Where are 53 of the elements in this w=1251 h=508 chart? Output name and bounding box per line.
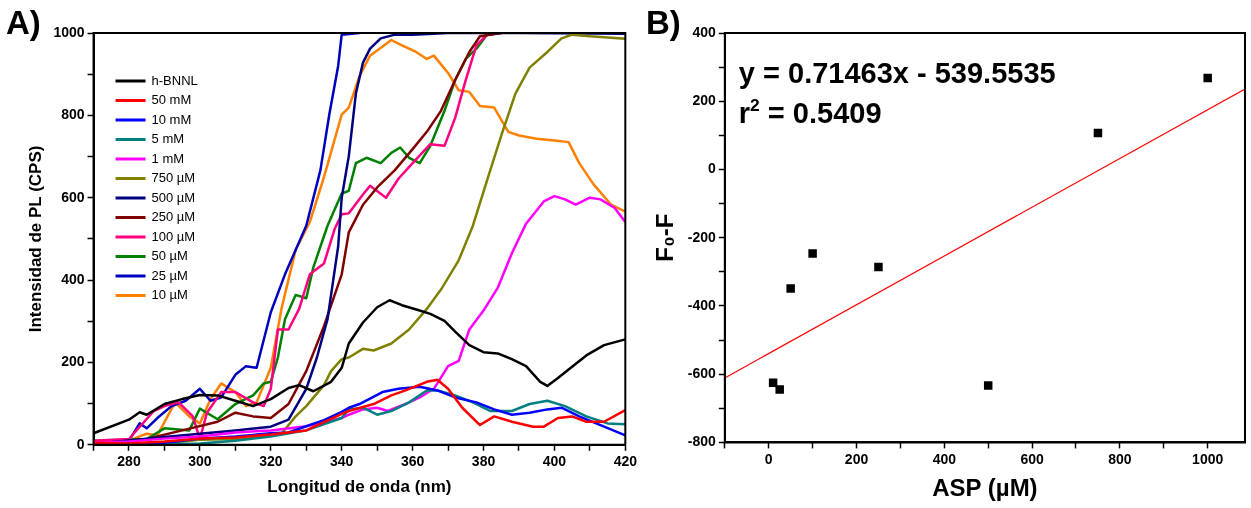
y-tick-label: 400 bbox=[61, 270, 85, 287]
y-tick-label: 0 bbox=[708, 160, 717, 177]
x-tick-label: 320 bbox=[259, 453, 283, 470]
x-axis-title: ASP (µM) bbox=[932, 474, 1038, 502]
chart-title: B) bbox=[646, 4, 681, 42]
y-tick-label: 600 bbox=[61, 188, 85, 205]
point bbox=[808, 249, 817, 258]
legend-label: 50 µM bbox=[151, 248, 188, 264]
x-tick-label: 380 bbox=[471, 453, 496, 470]
point bbox=[1203, 73, 1212, 83]
x-tick-label: 600 bbox=[1020, 450, 1044, 467]
y-tick-label: 400 bbox=[692, 23, 717, 40]
x-tick-label: 400 bbox=[542, 453, 567, 470]
x-tick-label: 200 bbox=[844, 450, 869, 467]
y-tick-label: 800 bbox=[61, 106, 85, 123]
y-tick-label: -800 bbox=[687, 433, 717, 450]
x-axis-title: Longitud de onda (nm) bbox=[267, 477, 452, 497]
y-tick-label: 0 bbox=[76, 435, 85, 452]
y-tick-label: 200 bbox=[61, 353, 85, 370]
point bbox=[775, 385, 784, 394]
annotation: y = 0.71463x - 539.5535 bbox=[738, 57, 1056, 89]
legend-label: 25 µM bbox=[151, 267, 188, 283]
y-tick-label: 200 bbox=[692, 92, 717, 109]
legend-label: 1 mM bbox=[151, 150, 185, 166]
point bbox=[874, 262, 883, 272]
point bbox=[983, 381, 993, 390]
legend-label: 750 µM bbox=[151, 170, 196, 186]
point bbox=[786, 284, 795, 293]
x-tick-label: 360 bbox=[400, 453, 425, 470]
legend-label: h-BNNL bbox=[151, 72, 198, 88]
y-tick-label: -200 bbox=[687, 228, 717, 245]
y-tick-label: 1000 bbox=[53, 23, 85, 40]
legend-label: 250 µM bbox=[151, 209, 196, 225]
legend-label: 10 mM bbox=[151, 111, 192, 127]
y-tick-label: -600 bbox=[687, 365, 717, 382]
legend-label: 50 mM bbox=[151, 92, 192, 108]
x-tick-label: 0 bbox=[764, 450, 773, 467]
point bbox=[768, 378, 778, 387]
x-tick-label: 280 bbox=[117, 453, 141, 470]
x-tick-label: 1000 bbox=[1192, 450, 1224, 467]
legend-label: 500 µM bbox=[151, 189, 196, 205]
x-tick-label: 300 bbox=[188, 453, 212, 470]
x-tick-label: 800 bbox=[1108, 450, 1132, 467]
legend-label: 5 mM bbox=[151, 131, 185, 147]
legend-label: 10 µM bbox=[151, 287, 188, 303]
x-tick-label: 420 bbox=[613, 453, 638, 470]
y-axis-title: Intensidad de PL (CPS) bbox=[25, 145, 45, 333]
x-tick-label: 340 bbox=[330, 453, 354, 470]
x-tick-label: 400 bbox=[932, 450, 957, 467]
y-axis-title: F₀-F bbox=[651, 213, 679, 262]
y-tick-label: -400 bbox=[687, 296, 717, 313]
legend-label: 100 µM bbox=[151, 228, 196, 244]
chart-title: A) bbox=[6, 4, 41, 42]
